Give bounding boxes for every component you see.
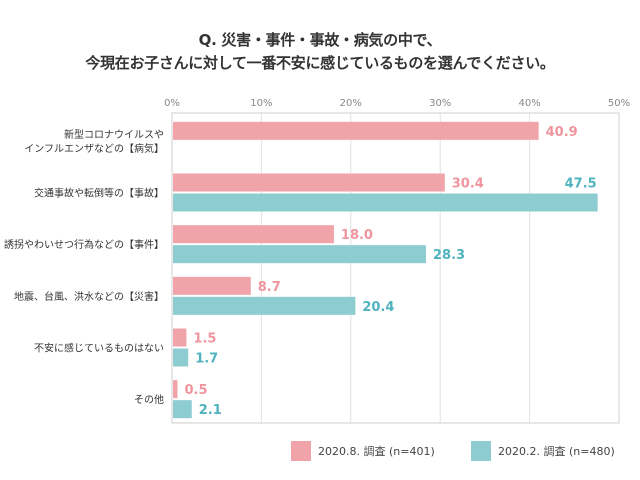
data-label: 40.9 xyxy=(546,125,578,140)
data-label: 8.7 xyxy=(258,280,281,295)
x-tick-label: 30% xyxy=(429,98,451,109)
x-tick-label: 0% xyxy=(164,98,180,109)
chart-title-line-2: 今現在お子さんに対して一番不安に感じているものを選んでください。 xyxy=(85,54,555,72)
legend-item-2020-8: 2020.8. 調査 (n=401) xyxy=(291,441,435,461)
data-label: 1.7 xyxy=(195,352,218,367)
x-tick-label: 10% xyxy=(250,98,272,109)
category-label: 交通事故や転倒等の【事故】 xyxy=(34,187,164,200)
bar-2020-8 xyxy=(173,225,334,244)
legend-label-2020-8: 2020.8. 調査 (n=401) xyxy=(318,445,435,458)
data-label: 20.4 xyxy=(362,300,394,315)
bar-2020-2 xyxy=(173,245,427,264)
legend-swatch-2020-8 xyxy=(291,441,311,461)
data-label: 28.3 xyxy=(433,248,465,263)
chart-title-line-1: Q. 災害・事件・事故・病気の中で、 xyxy=(198,31,442,49)
category-label: 地震、台風、洪水などの【災害】 xyxy=(14,290,164,303)
bar-2020-2 xyxy=(173,296,356,315)
data-label: 1.5 xyxy=(193,332,216,347)
bar-2020-8 xyxy=(173,380,178,399)
category-label: 新型コロナウイルスや xyxy=(64,128,164,141)
plot-frame xyxy=(171,112,620,424)
x-tick-label: 40% xyxy=(518,98,540,109)
bar-2020-2 xyxy=(173,193,598,212)
data-label: 30.4 xyxy=(452,177,484,192)
data-label: 18.0 xyxy=(341,228,373,243)
legend-label-2020-2: 2020.2. 調査 (n=480) xyxy=(498,445,615,458)
legend-item-2020-2: 2020.2. 調査 (n=480) xyxy=(471,441,615,461)
x-tick-label: 20% xyxy=(340,98,362,109)
category-label: 不安に感じているものはない xyxy=(34,342,164,355)
data-label: 0.5 xyxy=(184,383,207,398)
category-label: インフルエンザなどの【病気】 xyxy=(24,142,164,155)
category-label: 誘拐やわいせつ行為などの【事件】 xyxy=(4,238,164,251)
data-label: 47.5 xyxy=(565,177,597,192)
bar-2020-8 xyxy=(173,328,187,347)
bar-2020-8 xyxy=(173,276,251,295)
data-label: 2.1 xyxy=(199,403,222,418)
bar-2020-2 xyxy=(173,400,192,419)
x-tick-label: 50% xyxy=(608,98,630,109)
bar-2020-8 xyxy=(173,121,539,140)
category-label: その他 xyxy=(134,393,164,406)
bar-2020-2 xyxy=(173,348,189,367)
bar-2020-8 xyxy=(173,173,445,192)
legend-swatch-2020-2 xyxy=(471,441,491,461)
